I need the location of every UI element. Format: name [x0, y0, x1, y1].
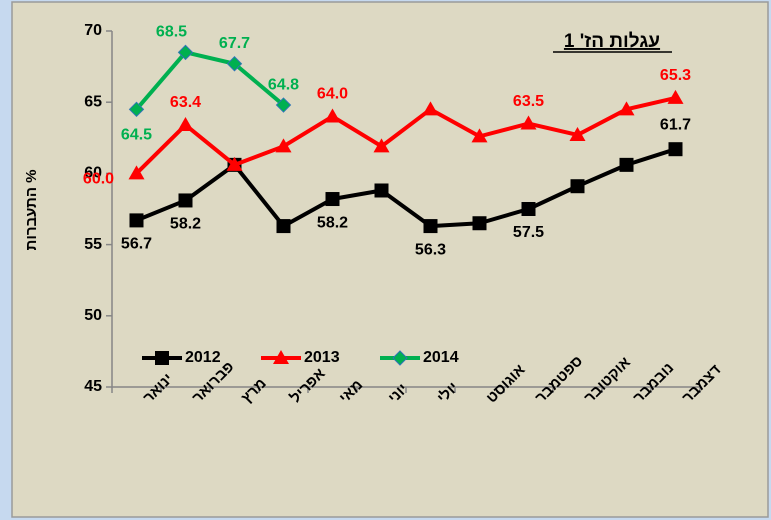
y-tick-label: 60: [84, 165, 102, 182]
marker: [618, 101, 635, 116]
y-tick-label: 70: [84, 22, 102, 39]
marker: [273, 350, 289, 364]
marker: [324, 108, 341, 123]
data-label: 64.8: [268, 76, 299, 93]
marker: [374, 183, 389, 198]
series-line: [135, 147, 677, 229]
data-label: 61.7: [660, 116, 691, 133]
data-label: 63.5: [513, 93, 544, 110]
chart-title: עגלות הז' 1: [564, 31, 660, 52]
marker: [619, 157, 634, 172]
marker: [177, 44, 194, 61]
data-label: 65.3: [660, 67, 691, 84]
legend-label: 2012: [185, 349, 221, 366]
data-label: 63.4: [170, 94, 201, 111]
marker: [129, 213, 144, 228]
series-line: [134, 50, 285, 111]
marker: [226, 156, 243, 171]
y-axis-label: % התעברות: [23, 170, 40, 251]
data-label: 68.5: [156, 24, 187, 41]
marker: [373, 138, 390, 153]
marker: [275, 97, 292, 113]
marker: [155, 351, 169, 365]
marker: [325, 192, 340, 207]
chart-background: [11, 1, 769, 518]
marker: [226, 56, 243, 72]
marker: [668, 142, 683, 157]
data-label: 56.3: [415, 241, 446, 258]
y-tick-label: 50: [84, 307, 102, 324]
marker: [177, 116, 194, 131]
marker: [667, 89, 684, 104]
marker: [178, 193, 193, 208]
y-tick-label: 45: [84, 378, 102, 395]
marker: [128, 101, 145, 118]
marker: [392, 350, 408, 366]
legend-label: 2013: [304, 349, 340, 366]
data-label: 57.5: [513, 224, 544, 241]
legend-label: 2014: [423, 349, 459, 366]
marker: [423, 219, 438, 234]
data-label: 58.2: [317, 214, 348, 231]
marker: [472, 216, 487, 231]
data-label: 64.5: [121, 127, 152, 144]
data-label: 60.0: [83, 171, 114, 188]
marker: [520, 115, 537, 130]
data-label: 67.7: [219, 35, 250, 52]
marker: [128, 165, 145, 180]
data-label: 64.0: [317, 86, 348, 103]
y-tick-label: 55: [84, 236, 102, 253]
marker: [276, 219, 291, 234]
marker: [422, 101, 439, 116]
marker: [471, 128, 488, 143]
series-line: [135, 95, 676, 175]
marker: [570, 179, 585, 194]
marker: [521, 202, 536, 216]
marker: [275, 138, 292, 153]
marker: [569, 126, 586, 141]
y-tick-label: 65: [84, 93, 102, 110]
data-label: 58.2: [170, 216, 201, 233]
data-label: 56.7: [121, 236, 152, 253]
